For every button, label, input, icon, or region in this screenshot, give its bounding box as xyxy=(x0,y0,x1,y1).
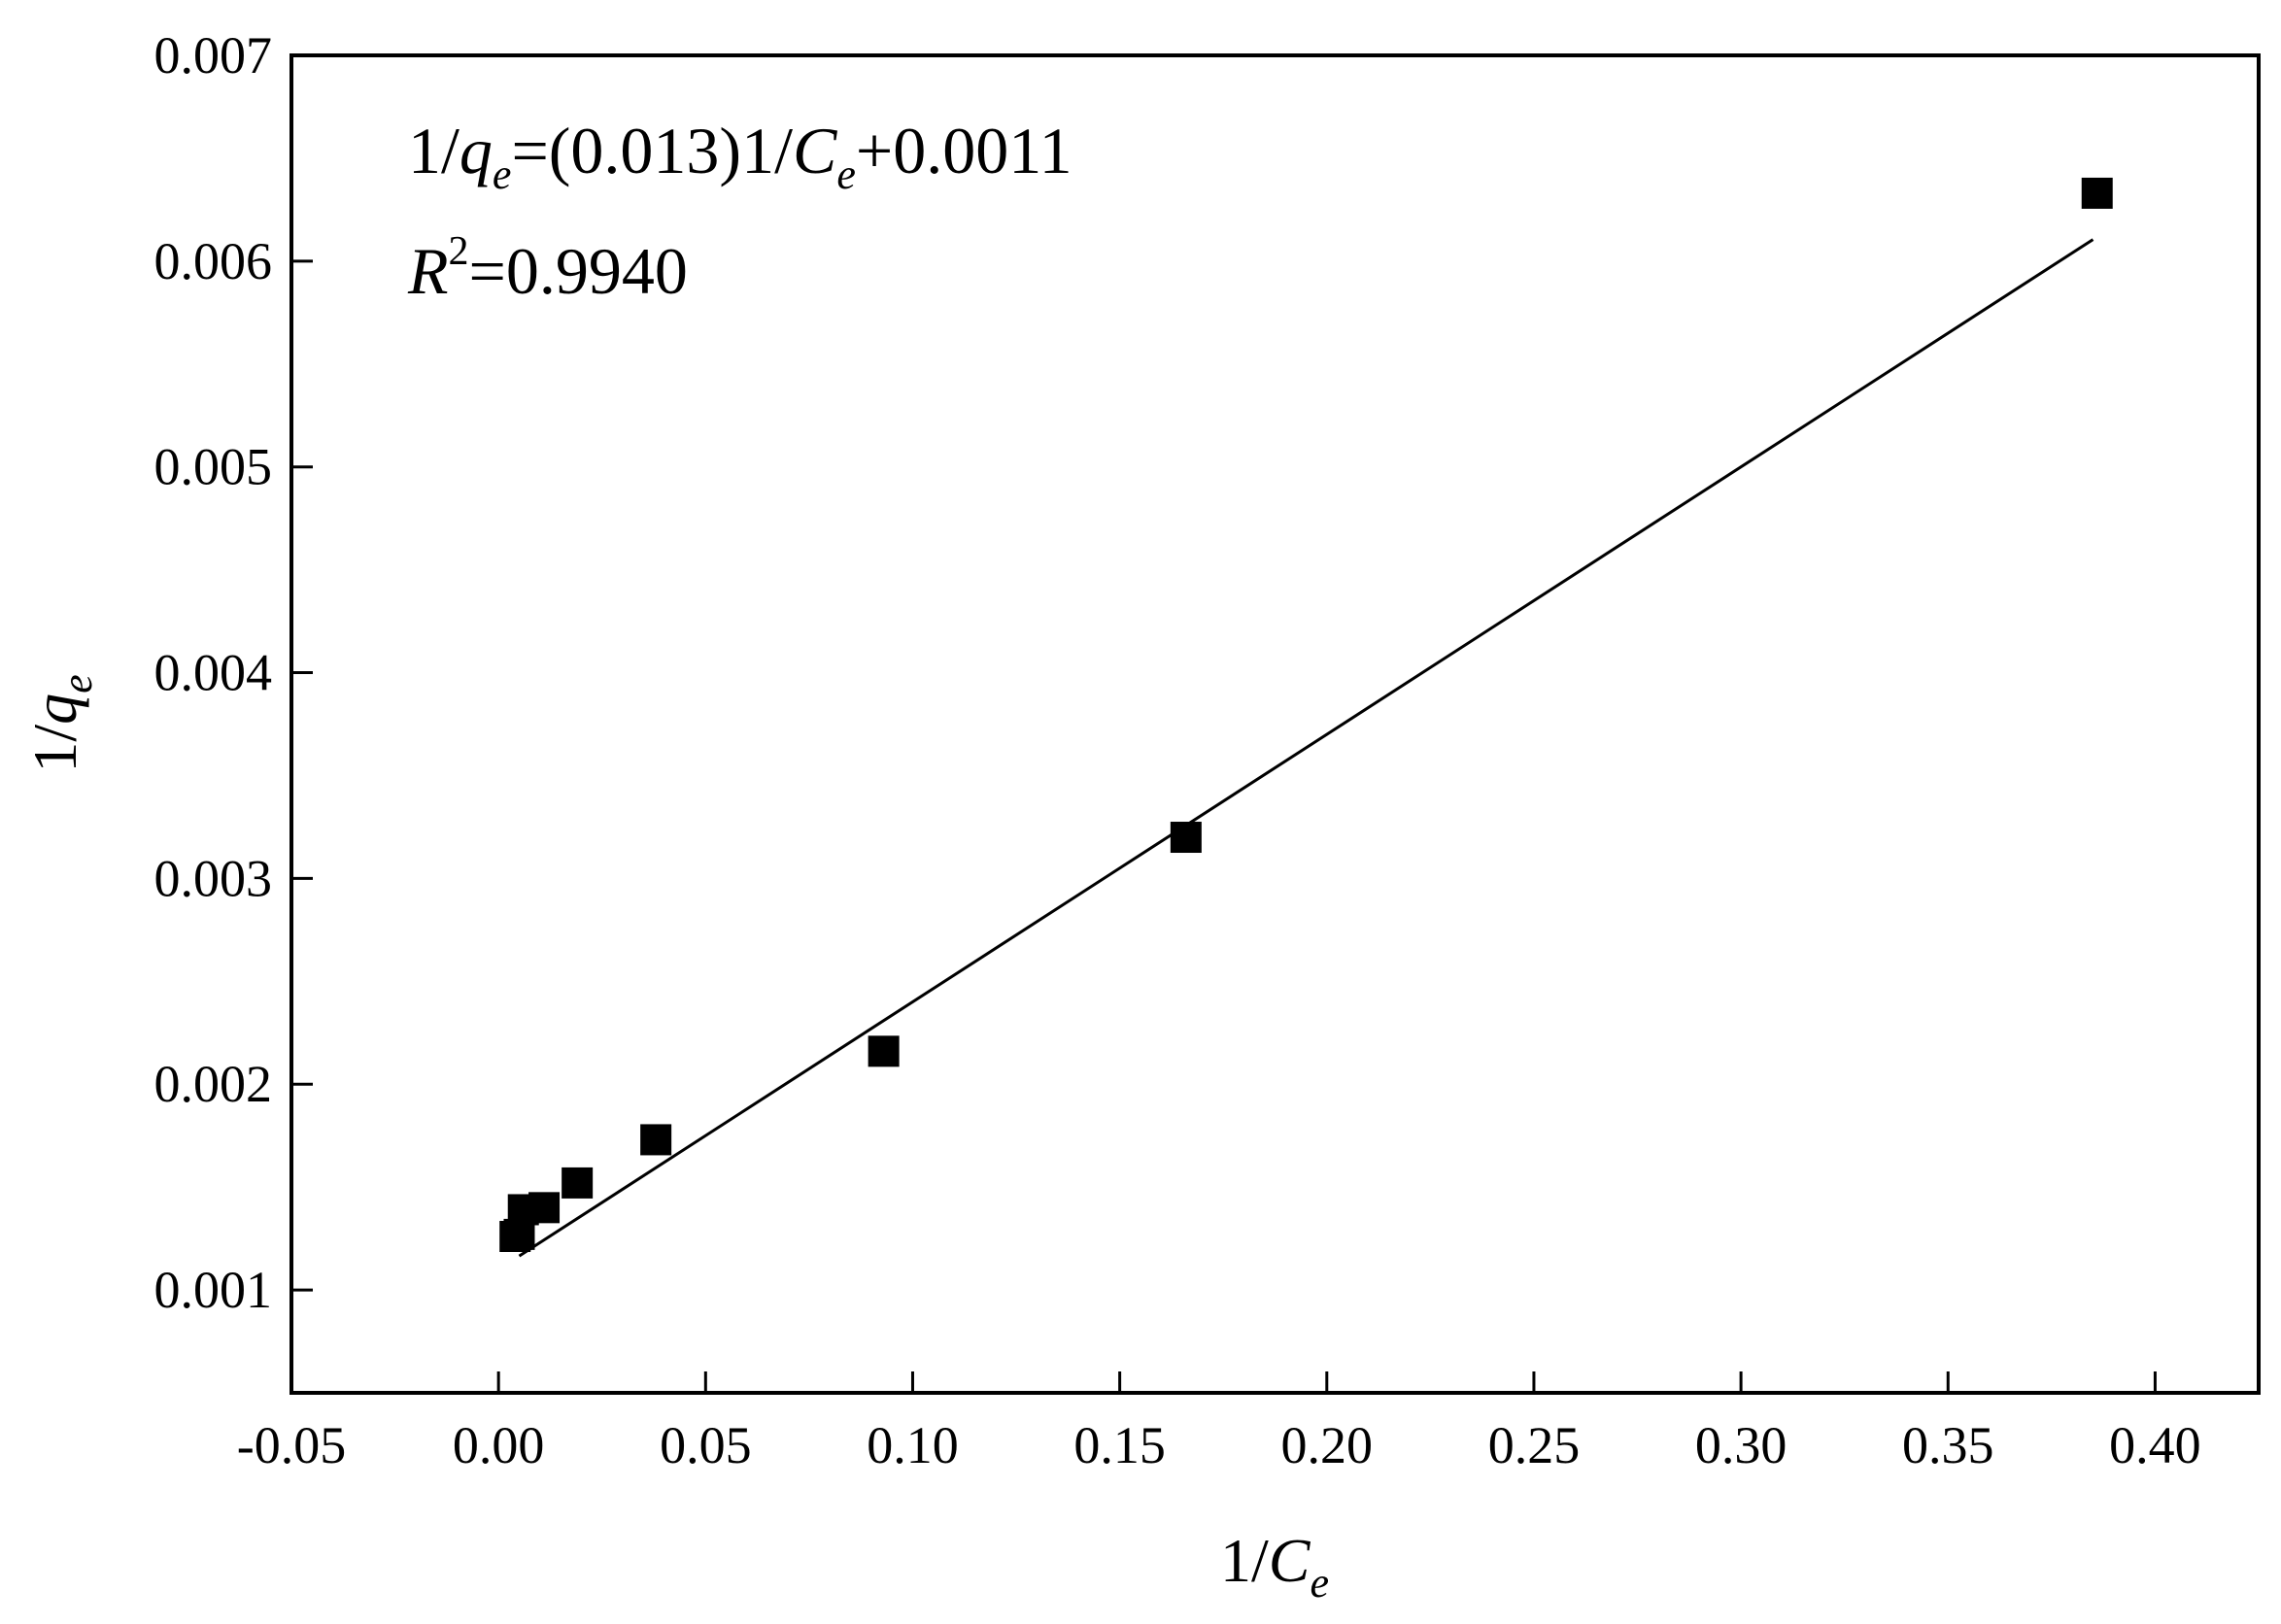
y-tick-label: 0.003 xyxy=(154,849,273,907)
y-tick-label: 0.005 xyxy=(154,438,273,496)
y-tick-label: 0.001 xyxy=(154,1261,273,1319)
data-point xyxy=(1170,822,1202,854)
x-tick-label: -0.05 xyxy=(237,1416,346,1474)
data-point xyxy=(2081,177,2113,209)
data-point xyxy=(528,1192,561,1224)
x-tick-label: 0.20 xyxy=(1281,1416,1374,1474)
x-tick-label: 0.10 xyxy=(867,1416,959,1474)
y-axis-title: 1/qe xyxy=(20,674,101,772)
y-tick-label: 0.007 xyxy=(154,26,273,85)
y-axis-ticks: 0.001 0.002 0.003 0.004 0.005 0.006 0.007 xyxy=(154,26,313,1319)
x-tick-label: 0.35 xyxy=(1902,1416,1994,1474)
x-tick-label: 0.05 xyxy=(660,1416,752,1474)
x-tick-label: 0.30 xyxy=(1695,1416,1787,1474)
x-axis-title: 1/Ce xyxy=(1220,1526,1329,1607)
x-tick-label: 0.00 xyxy=(453,1416,545,1474)
y-tick-label: 0.004 xyxy=(154,644,273,702)
x-tick-label: 0.25 xyxy=(1488,1416,1581,1474)
plot-frame xyxy=(289,53,2261,1395)
x-tick-label: 0.40 xyxy=(2109,1416,2201,1474)
regression-line xyxy=(518,238,2094,1258)
data-point xyxy=(640,1124,672,1156)
data-points xyxy=(499,177,2113,1252)
x-axis-ticks: -0.05 0.00 0.05 0.10 0.15 0.20 0.25 0.30 0.35 0.4… xyxy=(237,1371,2201,1474)
x-tick-label: 0.15 xyxy=(1073,1416,1166,1474)
r-squared-annotation: R2=0.9940 xyxy=(407,229,688,308)
y-tick-label: 0.006 xyxy=(154,232,273,290)
data-point xyxy=(562,1167,594,1199)
y-tick-label: 0.002 xyxy=(154,1055,273,1113)
data-point xyxy=(868,1035,900,1067)
equation-annotation: 1/qe=(0.013)1/Ce+0.0011 xyxy=(408,114,1072,198)
